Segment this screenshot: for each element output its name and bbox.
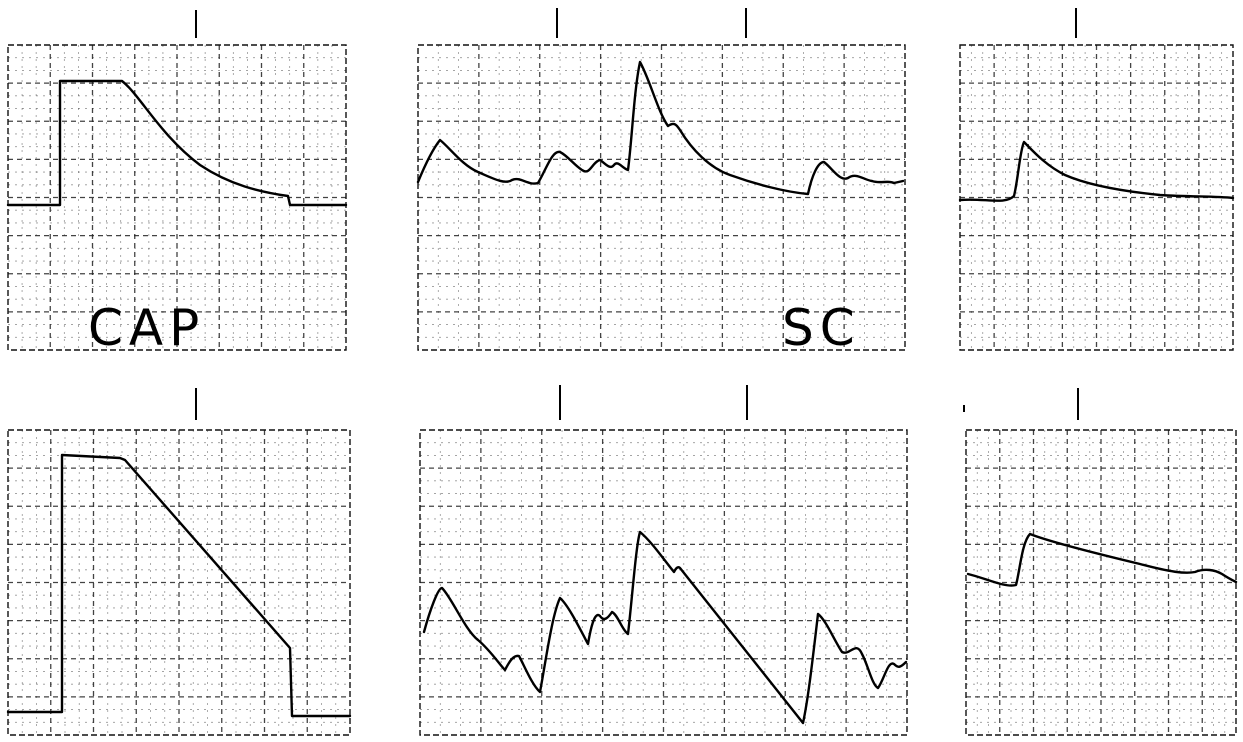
graticule-frame [7, 44, 347, 351]
grid-bottom-left [7, 429, 351, 736]
panel-top-middle: SC [416, 8, 906, 357]
trace [6, 453, 352, 718]
grid-top-left [7, 44, 347, 351]
graticule-frame [417, 44, 906, 351]
panel-top-right [958, 8, 1235, 351]
trace [958, 140, 1235, 202]
grid-bottom-middle [419, 429, 908, 736]
grid-top-middle [417, 44, 906, 351]
grid-bottom-right [965, 429, 1237, 736]
panel-bottom-left [6, 388, 352, 736]
graticule-frame [7, 429, 351, 736]
panel-bottom-middle [419, 385, 908, 736]
panel-bottom-right [963, 388, 1238, 736]
trace [966, 532, 1238, 587]
graticule-frame [419, 429, 908, 736]
sc-label: SC [782, 299, 861, 357]
panel-top-left: CAP [6, 10, 348, 357]
cap-trace [6, 79, 348, 207]
graticule-frame [965, 429, 1237, 736]
cap-label: CAP [88, 299, 205, 357]
trace [422, 530, 908, 725]
sc-trace [416, 60, 905, 196]
